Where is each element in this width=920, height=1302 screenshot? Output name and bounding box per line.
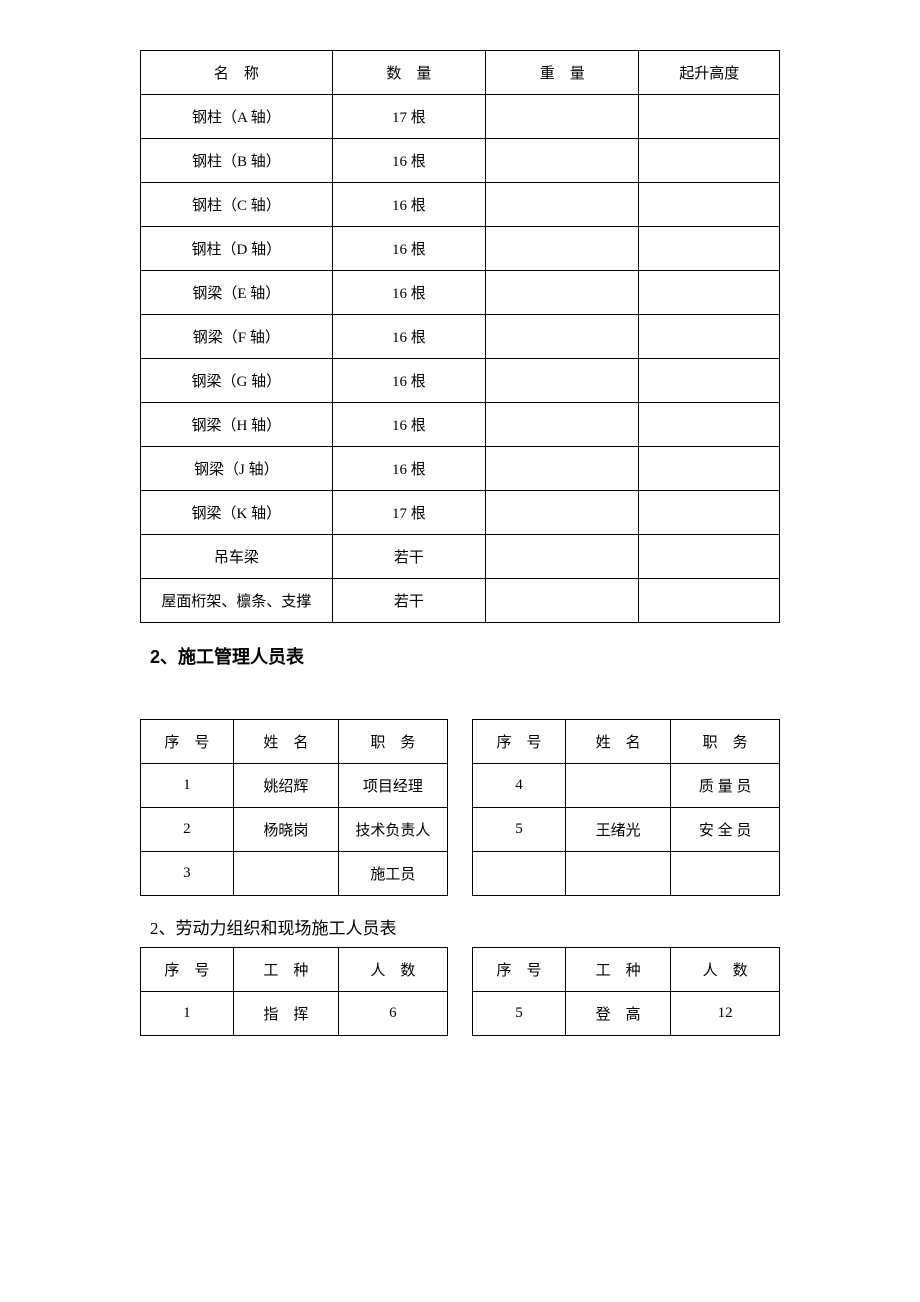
table-row: 钢梁（K 轴）17 根 bbox=[141, 491, 780, 535]
col-height: 起升高度 bbox=[639, 51, 780, 95]
gap bbox=[447, 948, 473, 992]
table-row: 钢梁（J 轴）16 根 bbox=[141, 447, 780, 491]
table-row: 吊车梁若干 bbox=[141, 535, 780, 579]
col-name: 姓 名 bbox=[565, 720, 670, 764]
components-table: 名 称 数 量 重 量 起升高度 钢柱（A 轴）17 根 钢柱（B 轴）16 根… bbox=[140, 50, 780, 623]
col-name: 名 称 bbox=[141, 51, 333, 95]
labor-table: 序 号 工 种 人 数 序 号 工 种 人 数 1 指 挥 6 5 登 高 12 bbox=[140, 947, 780, 1036]
section-heading-personnel: 2、施工管理人员表 bbox=[150, 643, 780, 669]
col-name: 姓 名 bbox=[233, 720, 338, 764]
table-row: 钢柱（D 轴）16 根 bbox=[141, 227, 780, 271]
col-role: 职 务 bbox=[671, 720, 780, 764]
table-row: 钢梁（E 轴）16 根 bbox=[141, 271, 780, 315]
col-type: 工 种 bbox=[565, 948, 670, 992]
col-count: 人 数 bbox=[671, 948, 780, 992]
gap bbox=[447, 720, 473, 764]
col-seq: 序 号 bbox=[473, 948, 566, 992]
col-qty: 数 量 bbox=[332, 51, 485, 95]
table-row: 1 指 挥 6 5 登 高 12 bbox=[141, 992, 780, 1036]
personnel-table: 序 号 姓 名 职 务 序 号 姓 名 职 务 1 姚绍辉 项目经理 4 质 量… bbox=[140, 719, 780, 896]
col-seq: 序 号 bbox=[141, 948, 234, 992]
table-row: 3 施工员 bbox=[141, 852, 780, 896]
table-row: 钢柱（B 轴）16 根 bbox=[141, 139, 780, 183]
section-heading-labor: 2、劳动力组织和现场施工人员表 bbox=[150, 914, 780, 939]
table-row: 屋面桁架、檩条、支撑若干 bbox=[141, 579, 780, 623]
col-type: 工 种 bbox=[233, 948, 338, 992]
table-row: 钢梁（G 轴）16 根 bbox=[141, 359, 780, 403]
col-role: 职 务 bbox=[339, 720, 448, 764]
table-row: 钢梁（H 轴）16 根 bbox=[141, 403, 780, 447]
table-row: 钢柱（C 轴）16 根 bbox=[141, 183, 780, 227]
col-seq: 序 号 bbox=[473, 720, 566, 764]
table-row: 钢梁（F 轴）16 根 bbox=[141, 315, 780, 359]
col-count: 人 数 bbox=[339, 948, 448, 992]
table-header-row: 序 号 工 种 人 数 序 号 工 种 人 数 bbox=[141, 948, 780, 992]
table-header-row: 名 称 数 量 重 量 起升高度 bbox=[141, 51, 780, 95]
table-row: 钢柱（A 轴）17 根 bbox=[141, 95, 780, 139]
table-row: 2 杨晓岗 技术负责人 5 王绪光 安 全 员 bbox=[141, 808, 780, 852]
col-weight: 重 量 bbox=[486, 51, 639, 95]
table-row: 1 姚绍辉 项目经理 4 质 量 员 bbox=[141, 764, 780, 808]
col-seq: 序 号 bbox=[141, 720, 234, 764]
table-header-row: 序 号 姓 名 职 务 序 号 姓 名 职 务 bbox=[141, 720, 780, 764]
